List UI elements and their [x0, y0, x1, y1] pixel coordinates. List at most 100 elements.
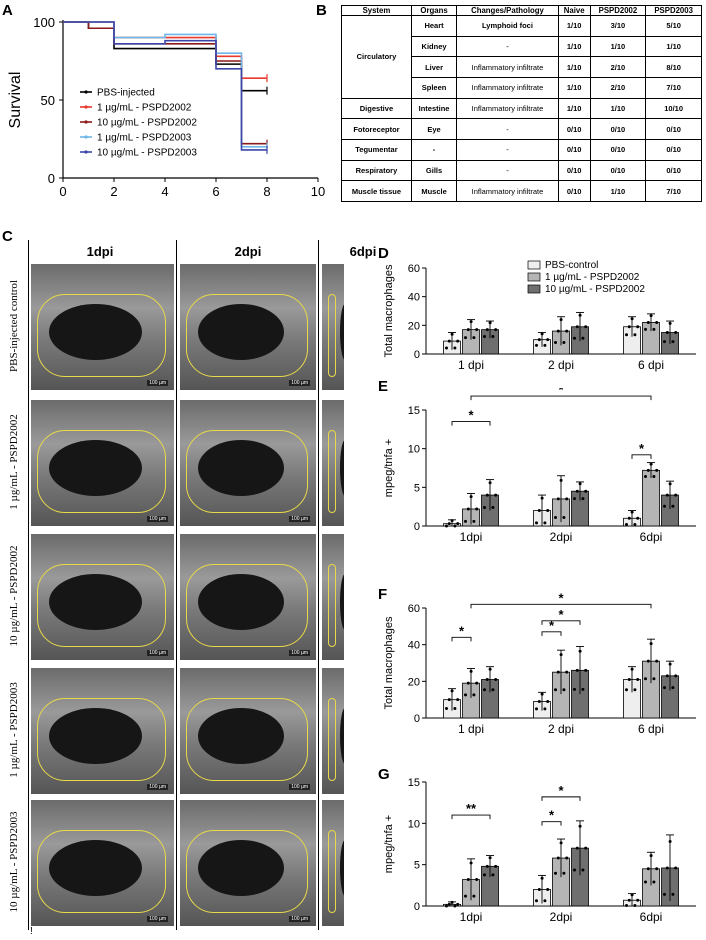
data-point	[491, 873, 495, 877]
tissue-outline	[186, 430, 308, 513]
y-tick-label: 15	[408, 405, 420, 417]
panel-label-f: F	[378, 586, 388, 603]
bar-chart-e: 0 5 10 15 mpeg/tnfa + 1dpi 2dpi 6dpi * * *	[383, 388, 696, 544]
tissue-outline	[328, 430, 336, 513]
data-point	[447, 902, 451, 906]
data-point	[483, 335, 486, 339]
data-point	[466, 681, 470, 685]
x-tick-label: 1dpi	[460, 910, 483, 924]
micrograph	[322, 400, 344, 526]
x-tick-label: 2dpi	[550, 530, 573, 544]
scale-bar: 100 µm	[289, 516, 310, 522]
panel-label-g: G	[378, 766, 390, 783]
data-point	[491, 688, 495, 692]
cell-change: -	[456, 35, 559, 58]
eye-region	[49, 440, 142, 496]
bar-chart-f: 0 20 40 60 Total macrophages 1 dpi 2 dpi 6 dpi *…	[383, 590, 696, 736]
data-point	[573, 687, 576, 691]
cell-pspd2002: 2/10	[589, 76, 647, 99]
eye-region	[198, 840, 284, 896]
cell-pspd2003: 0/10	[645, 138, 702, 161]
data-point	[633, 904, 637, 908]
eye-region	[198, 708, 284, 764]
y-tick-label: 20	[408, 676, 420, 688]
y-tick-label: 5	[414, 860, 420, 872]
x-tick-label: 0	[59, 184, 66, 199]
eye-region	[198, 304, 284, 360]
data-point	[649, 314, 653, 318]
data-point	[646, 468, 650, 472]
cell-organ: -	[410, 138, 458, 161]
cell-organ: Heart	[410, 15, 458, 37]
data-point	[554, 341, 557, 345]
eye-region	[49, 304, 142, 360]
data-point	[466, 328, 470, 332]
panel-label-c: C	[2, 228, 13, 245]
data-point	[494, 328, 498, 332]
data-point	[488, 321, 492, 325]
cell-pspd2002: 0/10	[589, 138, 647, 161]
cell-naive: 0/10	[557, 159, 591, 182]
data-point	[562, 871, 566, 875]
micrograph	[322, 800, 344, 926]
data-point	[646, 659, 650, 663]
micrograph: 100 µm	[180, 800, 316, 926]
row-label: 1 µg/mL - PSPD2002	[8, 414, 20, 510]
tissue-outline	[328, 698, 336, 781]
column-header-6dpi: 6dpi	[349, 244, 377, 259]
data-point	[483, 688, 486, 692]
legend-swatch	[527, 260, 541, 270]
micrograph: 100 µm	[180, 534, 316, 660]
significance-mark: *	[549, 808, 555, 823]
data-point	[644, 677, 647, 681]
cell-pspd2002: 2/10	[589, 56, 647, 78]
significance-bracket	[631, 454, 652, 459]
data-point	[543, 899, 547, 903]
data-point	[630, 317, 634, 321]
data-point	[575, 489, 579, 493]
data-point	[573, 497, 576, 501]
data-point	[630, 510, 634, 514]
data-point	[578, 824, 582, 828]
significance-mark: *	[468, 408, 474, 423]
data-point	[488, 667, 492, 671]
data-point	[447, 698, 451, 702]
data-point	[627, 325, 631, 329]
micrograph	[322, 668, 344, 794]
footnote-mark: !	[30, 926, 33, 937]
data-point	[636, 898, 640, 902]
data-point	[488, 856, 492, 860]
cell-pspd2003: 1/10	[645, 35, 702, 58]
y-tick-label: 60	[408, 263, 420, 275]
x-tick-label: 6dpi	[640, 530, 663, 544]
y-tick-label: 40	[408, 292, 420, 304]
micrograph: 100 µm	[31, 534, 174, 660]
data-point	[535, 899, 538, 903]
micrograph: 100 µm	[180, 668, 316, 794]
data-point	[450, 519, 454, 523]
data-point	[636, 325, 640, 329]
data-point	[475, 681, 479, 685]
data-point	[469, 495, 473, 499]
data-point	[450, 332, 454, 336]
data-point	[494, 678, 498, 681]
data-point	[556, 329, 560, 333]
data-point	[663, 340, 666, 344]
data-point	[472, 693, 476, 697]
data-point	[537, 509, 541, 513]
data-point	[453, 904, 457, 908]
data-point	[453, 706, 457, 710]
data-point	[649, 642, 653, 646]
data-point	[625, 904, 628, 908]
data-point	[633, 688, 637, 692]
x-tick-label: 2 dpi	[548, 722, 574, 736]
pathology-table: System Organs Changes/Pathology Naive PS…	[341, 5, 702, 202]
data-point	[655, 659, 659, 663]
significance-bracket	[451, 421, 491, 426]
cell-organ: Spleen	[410, 76, 458, 99]
data-point	[630, 893, 634, 897]
row-label: 10 µg/mL - PSPD2003	[8, 811, 20, 913]
data-point	[475, 878, 479, 882]
data-point	[464, 519, 467, 523]
y-axis-label: Total macrophages	[383, 616, 395, 709]
